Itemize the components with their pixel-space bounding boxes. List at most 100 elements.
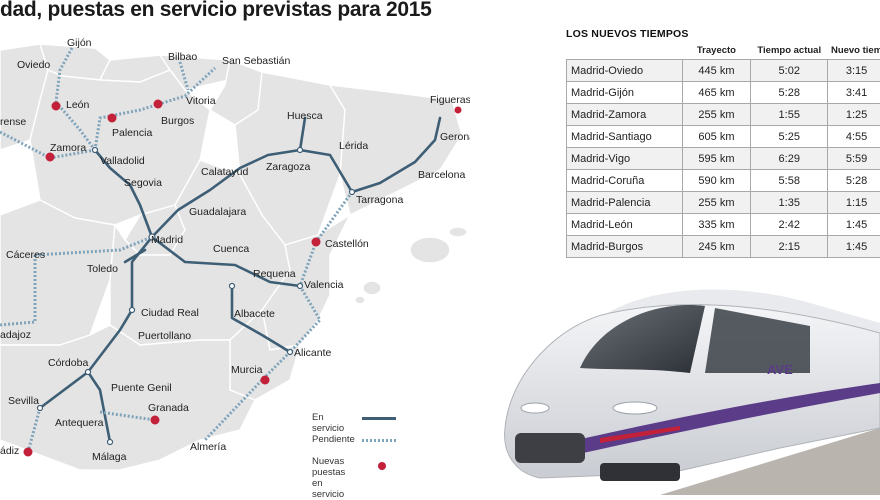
table-title: LOS NUEVOS TIEMPOS — [566, 28, 880, 40]
table-row: Madrid-Palencia 255 km 1:35 1:15 — [567, 192, 880, 214]
label-cordoba: Córdoba — [48, 357, 88, 369]
label-figueras: Figueras — [430, 94, 470, 106]
new-murcia-dot — [261, 376, 270, 385]
station-marker — [288, 350, 293, 355]
cell-route: Madrid-Vigo — [567, 148, 683, 170]
label-lerida: Lérida — [339, 140, 368, 152]
cell-distance: 445 km — [682, 60, 751, 82]
table-row: Madrid-León 335 km 2:42 1:45 — [567, 214, 880, 236]
label-huesca: Huesca — [287, 110, 323, 122]
train-bogie — [600, 463, 680, 481]
cell-route: Madrid-León — [567, 214, 683, 236]
label-leon: León — [66, 99, 90, 111]
cell-current-time: 5:02 — [751, 60, 828, 82]
label-malaga: Málaga — [92, 451, 127, 463]
cell-route: Madrid-Palencia — [567, 192, 683, 214]
cell-new-time: 5:28 — [828, 170, 880, 192]
label-gerona: Gerona — [440, 131, 470, 143]
cell-current-time: 2:15 — [751, 236, 828, 258]
label-ourense: rense — [0, 116, 26, 128]
cell-current-time: 5:28 — [751, 82, 828, 104]
cell-route: Madrid-Oviedo — [567, 60, 683, 82]
label-gijon: Gijón — [67, 37, 92, 49]
label-murcia: Murcia — [231, 364, 263, 376]
label-palencia: Palencia — [112, 127, 152, 139]
label-bilbao: Bilbao — [168, 51, 197, 63]
cell-distance: 605 km — [682, 126, 751, 148]
label-san-sebastian: San Sebastián — [222, 55, 290, 67]
label-castellon: Castellón — [325, 238, 369, 250]
station-marker — [108, 440, 113, 445]
cell-new-time: 5:59 — [828, 148, 880, 170]
label-valladolid: Valladolid — [100, 155, 145, 167]
cell-distance: 465 km — [682, 82, 751, 104]
times-table: Trayecto Tiempo actual Nuevo tiem Madrid… — [566, 45, 880, 258]
table-row: Madrid-Burgos 245 km 2:15 1:45 — [567, 236, 880, 258]
table-header-row: Trayecto Tiempo actual Nuevo tiem — [567, 45, 880, 60]
cell-distance: 255 km — [682, 192, 751, 214]
station-marker — [86, 370, 91, 375]
new-cadiz-dot — [24, 448, 33, 457]
table-row: Madrid-Coruña 590 km 5:58 5:28 — [567, 170, 880, 192]
island-formentera — [355, 296, 365, 304]
label-badajoz: adajoz — [0, 329, 31, 341]
table-row: Madrid-Gijón 465 km 5:28 3:41 — [567, 82, 880, 104]
table-row: Madrid-Zamora 255 km 1:55 1:25 — [567, 104, 880, 126]
cell-current-time: 6:29 — [751, 148, 828, 170]
legend-new-service-dot — [378, 462, 386, 470]
label-puertollano: Puertollano — [138, 330, 191, 342]
label-vitoria: Vitoria — [186, 95, 216, 107]
legend-in-service-label: En servicio — [312, 412, 344, 434]
cell-distance: 255 km — [682, 104, 751, 126]
header-empty — [567, 45, 683, 60]
label-sevilla: Sevilla — [8, 395, 39, 407]
label-madrid: Madrid — [151, 234, 183, 246]
label-cadiz: ádiz — [0, 445, 19, 457]
cell-new-time: 4:55 — [828, 126, 880, 148]
label-guadalajara: Guadalajara — [189, 206, 246, 218]
new-granada-dot — [151, 416, 160, 425]
cell-distance: 595 km — [682, 148, 751, 170]
new-burgos-dot — [154, 100, 163, 109]
table-row: Madrid-Oviedo 445 km 5:02 3:15 — [567, 60, 880, 82]
island-menorca — [449, 227, 467, 237]
cell-new-time: 1:25 — [828, 104, 880, 126]
cell-distance: 335 km — [682, 214, 751, 236]
times-table-panel: LOS NUEVOS TIEMPOS Trayecto Tiempo actua… — [566, 28, 880, 258]
table-row: Madrid-Santiago 605 km 5:25 4:55 — [567, 126, 880, 148]
table-row: Madrid-Vigo 595 km 6:29 5:59 — [567, 148, 880, 170]
header-current-time: Tiempo actual — [751, 45, 828, 60]
label-albacete: Albacete — [234, 308, 275, 320]
station-marker — [230, 284, 235, 289]
cell-current-time: 5:25 — [751, 126, 828, 148]
train-headlight-right — [613, 402, 657, 414]
ave-logo: AVE — [767, 362, 793, 377]
cell-new-time: 1:45 — [828, 236, 880, 258]
label-toledo: Toledo — [87, 263, 118, 275]
station-marker — [93, 148, 98, 153]
legend-pending-swatch — [362, 439, 396, 442]
cell-new-time: 1:45 — [828, 214, 880, 236]
train-front-coupler — [515, 433, 585, 463]
ave-train-illustration: AVE — [480, 278, 880, 495]
label-calatayud: Calatayud — [201, 166, 248, 178]
station-marker — [350, 190, 355, 195]
legend-in-service-swatch — [362, 417, 396, 420]
new-leon-dot — [52, 102, 61, 111]
island-mallorca — [410, 237, 450, 263]
label-caceres: Cáceres — [6, 249, 45, 261]
train-headlight-left — [521, 403, 549, 413]
cell-distance: 245 km — [682, 236, 751, 258]
cell-route: Madrid-Burgos — [567, 236, 683, 258]
label-zaragoza: Zaragoza — [266, 161, 311, 173]
station-marker — [298, 284, 303, 289]
label-granada: Granada — [148, 402, 189, 414]
cell-route: Madrid-Gijón — [567, 82, 683, 104]
legend-pending-label: Pendiente — [312, 434, 355, 445]
cell-current-time: 1:55 — [751, 104, 828, 126]
label-cuenca: Cuenca — [213, 243, 249, 255]
new-palencia-dot — [108, 114, 117, 123]
cell-current-time: 5:58 — [751, 170, 828, 192]
label-zamora: Zamora — [50, 142, 86, 154]
cell-route: Madrid-Coruña — [567, 170, 683, 192]
